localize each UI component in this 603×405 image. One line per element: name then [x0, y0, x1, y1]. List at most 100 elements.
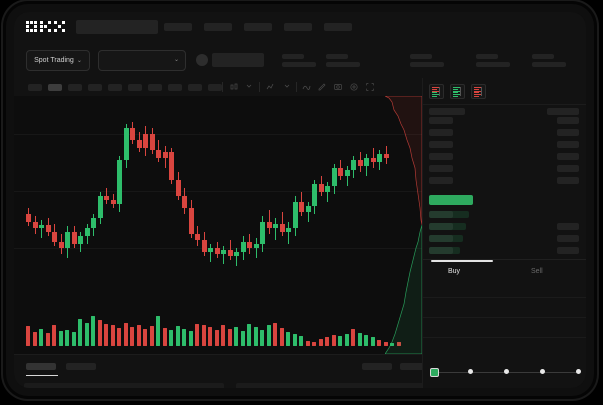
orderbook-bid-size-3: [557, 247, 579, 254]
volume-bar-48: [338, 336, 342, 346]
candle-body-22: [169, 152, 174, 180]
tab-sell[interactable]: Sell: [531, 268, 543, 275]
volume-bar-4: [52, 325, 56, 346]
settings-icon[interactable]: [350, 83, 358, 91]
candle-9: [84, 96, 90, 296]
order-form-fields: [423, 283, 586, 353]
volume-bar-38: [273, 323, 277, 346]
trading-mode-selector[interactable]: Spot Trading ⌄: [26, 50, 90, 71]
candle-body-28: [208, 248, 213, 252]
slider-stop-25[interactable]: [467, 369, 473, 374]
slider-stop-50[interactable]: [503, 369, 509, 374]
timeframe-button-9[interactable]: [208, 84, 222, 91]
price-chart[interactable]: [14, 96, 422, 354]
timeframe-button-2[interactable]: [68, 84, 82, 91]
trading-pair-selector[interactable]: ⌄: [98, 50, 186, 71]
coin-avatar: [196, 54, 208, 66]
depth-svg: [385, 96, 422, 354]
candle-0: [26, 96, 31, 296]
timeframe-button-7[interactable]: [168, 84, 182, 91]
candle-27: [201, 96, 207, 296]
candle-body-24: [182, 196, 187, 208]
volume-bar-13: [110, 325, 115, 346]
timeframe-button-8[interactable]: [188, 84, 202, 91]
slider-handle[interactable]: [429, 368, 439, 377]
candle-35: [253, 96, 259, 296]
volume-bar-7: [71, 332, 76, 346]
line-tool-icon[interactable]: [302, 83, 311, 91]
tab-buy[interactable]: Buy: [448, 268, 461, 275]
indicator-icon[interactable]: [266, 83, 274, 91]
candle-wick-40: [288, 222, 289, 244]
volume-bar-30: [221, 325, 225, 346]
orderbook-ask-size-0: [557, 117, 579, 124]
orderbook-mode-asks-icon[interactable]: [471, 84, 486, 99]
slider-stop-75[interactable]: [539, 369, 545, 374]
bottom-tab-0[interactable]: [26, 363, 56, 370]
nav-item-4[interactable]: [324, 23, 352, 31]
candle-6: [65, 96, 70, 296]
nav-item-3[interactable]: [284, 23, 312, 31]
camera-icon[interactable]: [334, 83, 342, 91]
orderbook-mode-both-icon[interactable]: [429, 84, 444, 99]
candle-body-34: [247, 242, 252, 248]
candle-15: [123, 96, 129, 296]
nav-item-1[interactable]: [204, 23, 232, 31]
candle-body-13: [110, 200, 116, 204]
candle-16: [130, 96, 135, 296]
nav-item-0[interactable]: [164, 23, 192, 31]
chevron-down-icon: ⌄: [173, 57, 179, 63]
bottom-action-0[interactable]: [362, 363, 392, 370]
orderbook-view-modes: [429, 84, 486, 99]
candle-body-19: [149, 134, 155, 150]
market-stat-label-4: [532, 54, 554, 59]
timeframe-button-5[interactable]: [128, 84, 142, 91]
candle-45: [318, 96, 324, 296]
chevron-down-icon-2[interactable]: [284, 83, 290, 89]
global-search-input[interactable]: [76, 20, 158, 34]
volume-bar-29: [214, 330, 219, 346]
timeframe-button-6[interactable]: [148, 84, 162, 91]
volume-bar-41: [292, 334, 297, 346]
volume-bar-9: [84, 323, 89, 346]
candle-type-icon[interactable]: [230, 83, 238, 91]
candle-wick-30: [223, 246, 224, 264]
orderbook-bid-price-3: [429, 247, 453, 254]
volume-bar-15: [123, 323, 128, 346]
candle-17: [136, 96, 142, 296]
timeframe-button-1[interactable]: [48, 84, 62, 91]
volume-bar-6: [65, 330, 69, 346]
gridline-1: [14, 191, 422, 192]
chevron-down-icon[interactable]: [246, 83, 252, 89]
bottom-action-1[interactable]: [400, 363, 430, 370]
candle-12: [104, 96, 109, 296]
volume-bar-39: [279, 328, 284, 346]
orderbook-bid-depth-1: [429, 223, 466, 230]
candle-body-21: [162, 152, 168, 158]
candle-body-27: [201, 240, 207, 252]
slider-stop-100[interactable]: [575, 369, 581, 374]
candle-body-54: [377, 154, 382, 162]
bottom-tab-1[interactable]: [66, 363, 96, 370]
candle-51: [357, 96, 363, 296]
timeframe-button-4[interactable]: [108, 84, 122, 91]
candle-38: [273, 96, 278, 296]
timeframe-button-0[interactable]: [28, 84, 42, 91]
candle-40: [286, 96, 291, 296]
candle-body-29: [214, 248, 220, 254]
fullscreen-icon[interactable]: [366, 83, 374, 91]
orderbook-mode-bids-icon[interactable]: [450, 84, 465, 99]
amount-percent-slider[interactable]: [429, 368, 581, 378]
volume-bar-55: [383, 342, 388, 346]
okx-logo[interactable]: [26, 21, 66, 34]
candle-7: [71, 96, 77, 296]
candle-body-14: [117, 160, 122, 204]
volume-bar-34: [247, 324, 251, 346]
candle-body-6: [65, 232, 70, 248]
brush-icon[interactable]: [318, 83, 326, 91]
timeframe-button-3[interactable]: [88, 84, 102, 91]
candle-4: [52, 96, 57, 296]
candle-19: [149, 96, 155, 296]
nav-item-2[interactable]: [244, 23, 272, 31]
orderbook-bid-size-1: [557, 223, 579, 230]
